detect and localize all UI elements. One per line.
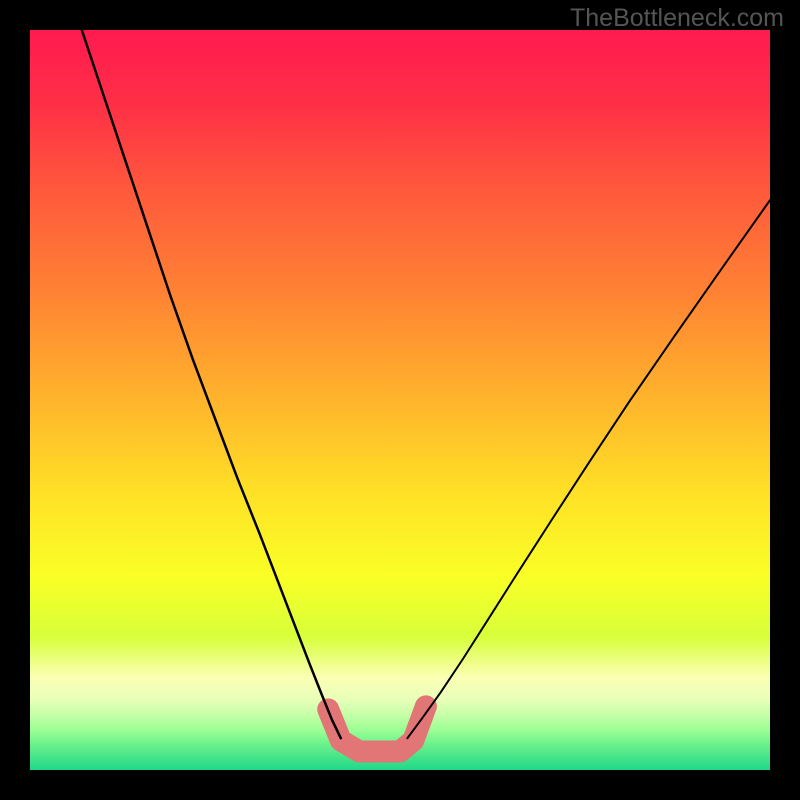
chart-stage: TheBottleneck.com: [0, 0, 800, 800]
plot-background: [30, 30, 770, 770]
watermark-text: TheBottleneck.com: [570, 4, 784, 33]
bottleneck-chart: [0, 0, 800, 800]
